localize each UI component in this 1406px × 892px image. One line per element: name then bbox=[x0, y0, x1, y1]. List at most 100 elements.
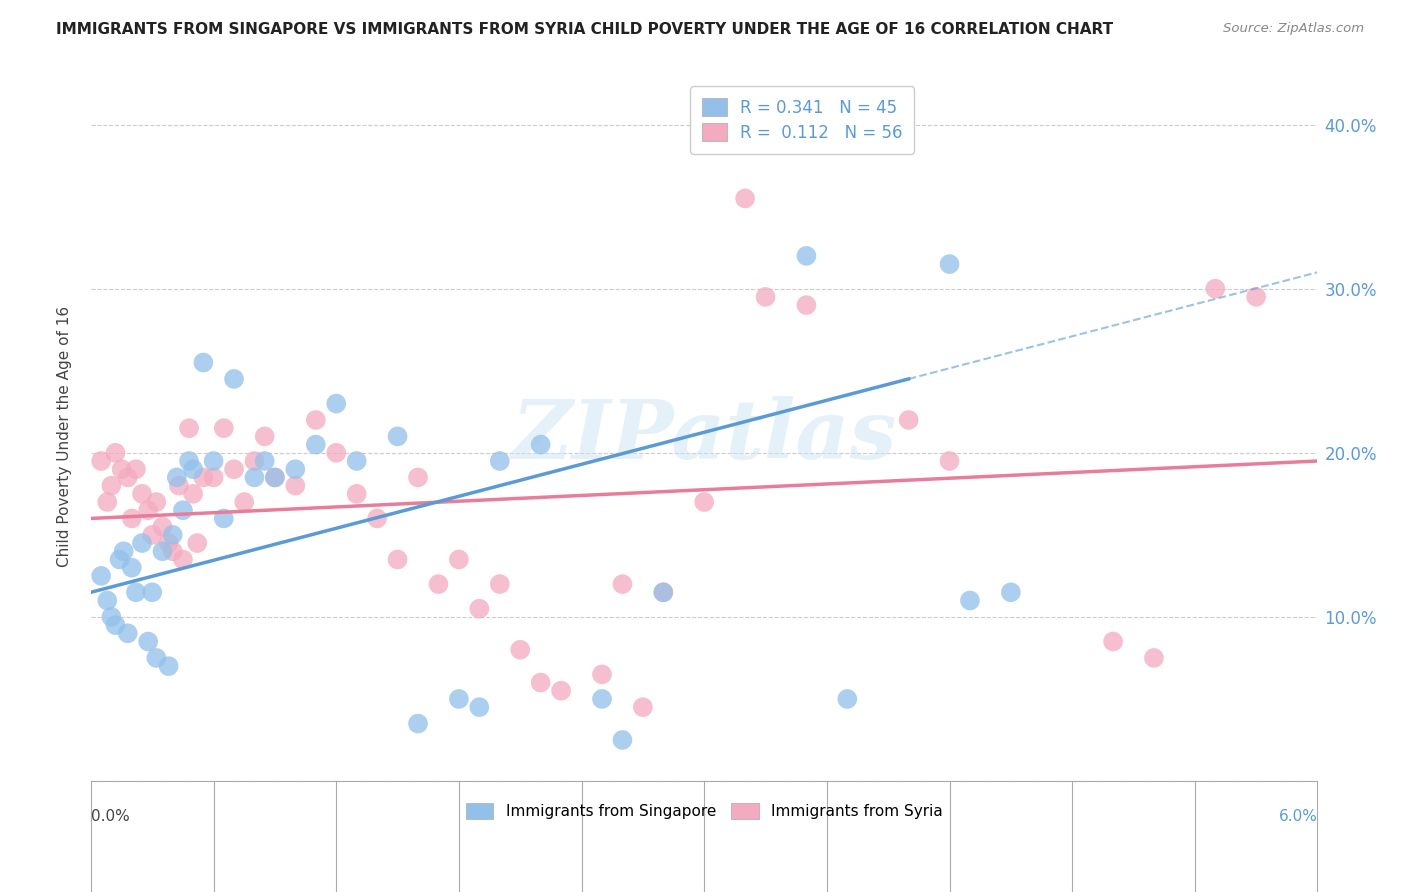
Point bbox=[141, 585, 163, 599]
Point bbox=[1143, 651, 1166, 665]
Point bbox=[530, 675, 553, 690]
Point bbox=[325, 446, 347, 460]
Point bbox=[796, 249, 818, 263]
Point bbox=[959, 593, 981, 607]
Point bbox=[145, 651, 167, 665]
Point bbox=[117, 626, 139, 640]
Point bbox=[796, 298, 818, 312]
Point bbox=[121, 511, 143, 525]
Point bbox=[1000, 585, 1022, 599]
Point bbox=[152, 544, 174, 558]
Point bbox=[125, 462, 148, 476]
Point bbox=[427, 577, 450, 591]
Point bbox=[96, 495, 118, 509]
Point bbox=[162, 544, 184, 558]
Point bbox=[693, 495, 716, 509]
Point bbox=[136, 503, 159, 517]
Point bbox=[1204, 282, 1226, 296]
Text: ZIPatlas: ZIPatlas bbox=[512, 396, 897, 476]
Point bbox=[837, 692, 859, 706]
Point bbox=[447, 692, 470, 706]
Point bbox=[591, 692, 613, 706]
Point bbox=[530, 437, 553, 451]
Point bbox=[222, 462, 245, 476]
Point bbox=[346, 454, 368, 468]
Point bbox=[90, 454, 112, 468]
Point bbox=[193, 470, 215, 484]
Point bbox=[157, 536, 180, 550]
Point bbox=[366, 511, 388, 525]
Point bbox=[96, 593, 118, 607]
Point bbox=[387, 552, 409, 566]
Point bbox=[177, 454, 200, 468]
Point bbox=[734, 191, 756, 205]
Point bbox=[468, 700, 491, 714]
Point bbox=[652, 585, 675, 599]
Point bbox=[591, 667, 613, 681]
Point bbox=[100, 610, 122, 624]
Point bbox=[193, 355, 215, 369]
Point bbox=[243, 470, 266, 484]
Point bbox=[488, 577, 510, 591]
Point bbox=[406, 716, 429, 731]
Point bbox=[131, 487, 153, 501]
Point bbox=[212, 421, 235, 435]
Point bbox=[136, 634, 159, 648]
Point bbox=[305, 437, 328, 451]
Point bbox=[284, 462, 307, 476]
Point bbox=[181, 462, 204, 476]
Y-axis label: Child Poverty Under the Age of 16: Child Poverty Under the Age of 16 bbox=[58, 306, 72, 567]
Point bbox=[387, 429, 409, 443]
Point bbox=[167, 478, 190, 492]
Point bbox=[131, 536, 153, 550]
Point bbox=[468, 601, 491, 615]
Point bbox=[202, 470, 225, 484]
Point bbox=[177, 421, 200, 435]
Point bbox=[112, 544, 135, 558]
Text: Source: ZipAtlas.com: Source: ZipAtlas.com bbox=[1223, 22, 1364, 36]
Point bbox=[117, 470, 139, 484]
Point bbox=[181, 487, 204, 501]
Point bbox=[166, 470, 188, 484]
Point bbox=[152, 519, 174, 533]
Point bbox=[253, 454, 276, 468]
Point bbox=[157, 659, 180, 673]
Point bbox=[202, 454, 225, 468]
Point bbox=[447, 552, 470, 566]
Point bbox=[938, 257, 960, 271]
Point bbox=[754, 290, 776, 304]
Text: 6.0%: 6.0% bbox=[1278, 808, 1317, 823]
Point bbox=[108, 552, 131, 566]
Point bbox=[222, 372, 245, 386]
Text: 0.0%: 0.0% bbox=[91, 808, 129, 823]
Point bbox=[631, 700, 654, 714]
Point bbox=[325, 396, 347, 410]
Point bbox=[243, 454, 266, 468]
Point bbox=[264, 470, 287, 484]
Point bbox=[186, 536, 208, 550]
Point bbox=[346, 487, 368, 501]
Point bbox=[104, 446, 127, 460]
Point bbox=[100, 478, 122, 492]
Legend: R = 0.341   N = 45, R =  0.112   N = 56: R = 0.341 N = 45, R = 0.112 N = 56 bbox=[690, 87, 914, 153]
Point bbox=[612, 577, 634, 591]
Point bbox=[938, 454, 960, 468]
Point bbox=[90, 569, 112, 583]
Point bbox=[305, 413, 328, 427]
Point bbox=[612, 733, 634, 747]
Point bbox=[104, 618, 127, 632]
Point bbox=[253, 429, 276, 443]
Point bbox=[125, 585, 148, 599]
Point bbox=[233, 495, 256, 509]
Point bbox=[1102, 634, 1125, 648]
Point bbox=[172, 503, 194, 517]
Text: IMMIGRANTS FROM SINGAPORE VS IMMIGRANTS FROM SYRIA CHILD POVERTY UNDER THE AGE O: IMMIGRANTS FROM SINGAPORE VS IMMIGRANTS … bbox=[56, 22, 1114, 37]
Point bbox=[141, 528, 163, 542]
Point bbox=[652, 585, 675, 599]
Point bbox=[264, 470, 287, 484]
Point bbox=[550, 683, 572, 698]
Point bbox=[172, 552, 194, 566]
Point bbox=[162, 528, 184, 542]
Point bbox=[509, 642, 531, 657]
Point bbox=[110, 462, 132, 476]
